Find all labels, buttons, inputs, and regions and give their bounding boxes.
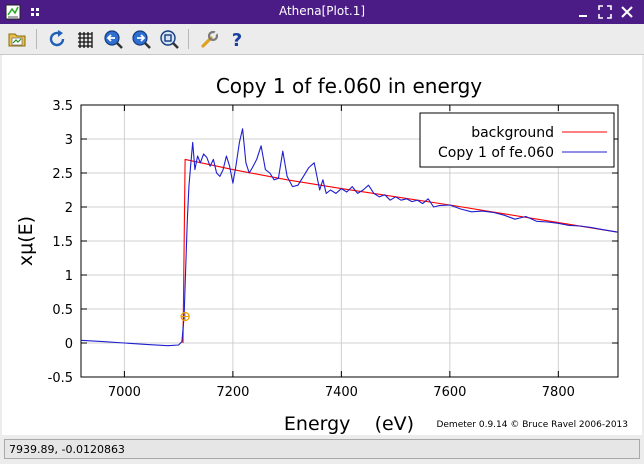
- y-tick-label: -0.5: [48, 371, 73, 386]
- axis-ticks: 7000 7200 7400 7600 7800 -0.5 0 0.5 1 1.5 2 2.5 3 3.5: [48, 99, 618, 400]
- x-tick-label: 7600: [433, 385, 466, 400]
- x-axis-label: Energy (eV): [284, 413, 414, 435]
- credit-text: Demeter 0.9.14 © Bruce Ravel 2006-2013: [436, 420, 628, 430]
- zoom-forward-icon[interactable]: [130, 28, 152, 50]
- x-tick-label: 7400: [325, 385, 358, 400]
- legend-label-background: background: [471, 125, 554, 141]
- chart-grid: [81, 105, 618, 377]
- svg-text:?: ?: [232, 30, 242, 50]
- y-tick-label: 2.5: [52, 167, 73, 182]
- app-menu-icon[interactable]: [4, 3, 22, 21]
- minimize-icon[interactable]: [574, 3, 592, 21]
- open-file-icon[interactable]: [6, 28, 28, 50]
- y-tick-label: 1: [65, 269, 73, 284]
- grid-icon[interactable]: [74, 28, 96, 50]
- legend-box: [419, 112, 615, 168]
- configure-icon[interactable]: [198, 28, 220, 50]
- plot-area[interactable]: Copy 1 of fe.060 in energy 7000 7200 7400 7…: [2, 55, 642, 435]
- close-icon[interactable]: [618, 3, 636, 21]
- chart-title: Copy 1 of fe.060 in energy: [216, 74, 482, 98]
- series-line-data: [80, 128, 619, 347]
- zoom-reset-icon[interactable]: [158, 28, 180, 50]
- cursor-coordinates: 7939.89, -0.0120863: [4, 439, 640, 459]
- xmu-energy-chart: Copy 1 of fe.060 in energy 7000 7200 7400 7…: [2, 55, 642, 435]
- x-tick-label: 7000: [108, 385, 141, 400]
- series-layer: [80, 128, 619, 347]
- y-tick-label: 0.5: [52, 303, 73, 318]
- window-options-icon[interactable]: [26, 3, 44, 21]
- plot-toolbar: ?: [0, 24, 644, 55]
- maximize-icon[interactable]: [596, 3, 614, 21]
- y-tick-label: 1.5: [52, 235, 73, 250]
- status-bar: 7939.89, -0.0120863: [0, 436, 644, 464]
- x-tick-label: 7800: [542, 385, 575, 400]
- legend: background Copy 1 of fe.060: [419, 112, 615, 168]
- zoom-back-icon[interactable]: [102, 28, 124, 50]
- y-tick-label: 2: [65, 201, 73, 216]
- toolbar-separator: [188, 29, 189, 49]
- refresh-icon[interactable]: [46, 28, 68, 50]
- y-axis-label: xμ(E): [15, 216, 37, 266]
- window-title: Athena[Plot.1]: [278, 4, 366, 18]
- legend-label-data: Copy 1 of fe.060: [438, 145, 554, 161]
- x-tick-label: 7200: [216, 385, 249, 400]
- window-titlebar: Athena[Plot.1]: [0, 0, 644, 24]
- y-tick-label: 3: [65, 133, 73, 148]
- toolbar-separator: [36, 29, 37, 49]
- help-icon[interactable]: ?: [226, 28, 248, 50]
- y-tick-label: 3.5: [52, 99, 73, 114]
- y-tick-label: 0: [65, 337, 73, 352]
